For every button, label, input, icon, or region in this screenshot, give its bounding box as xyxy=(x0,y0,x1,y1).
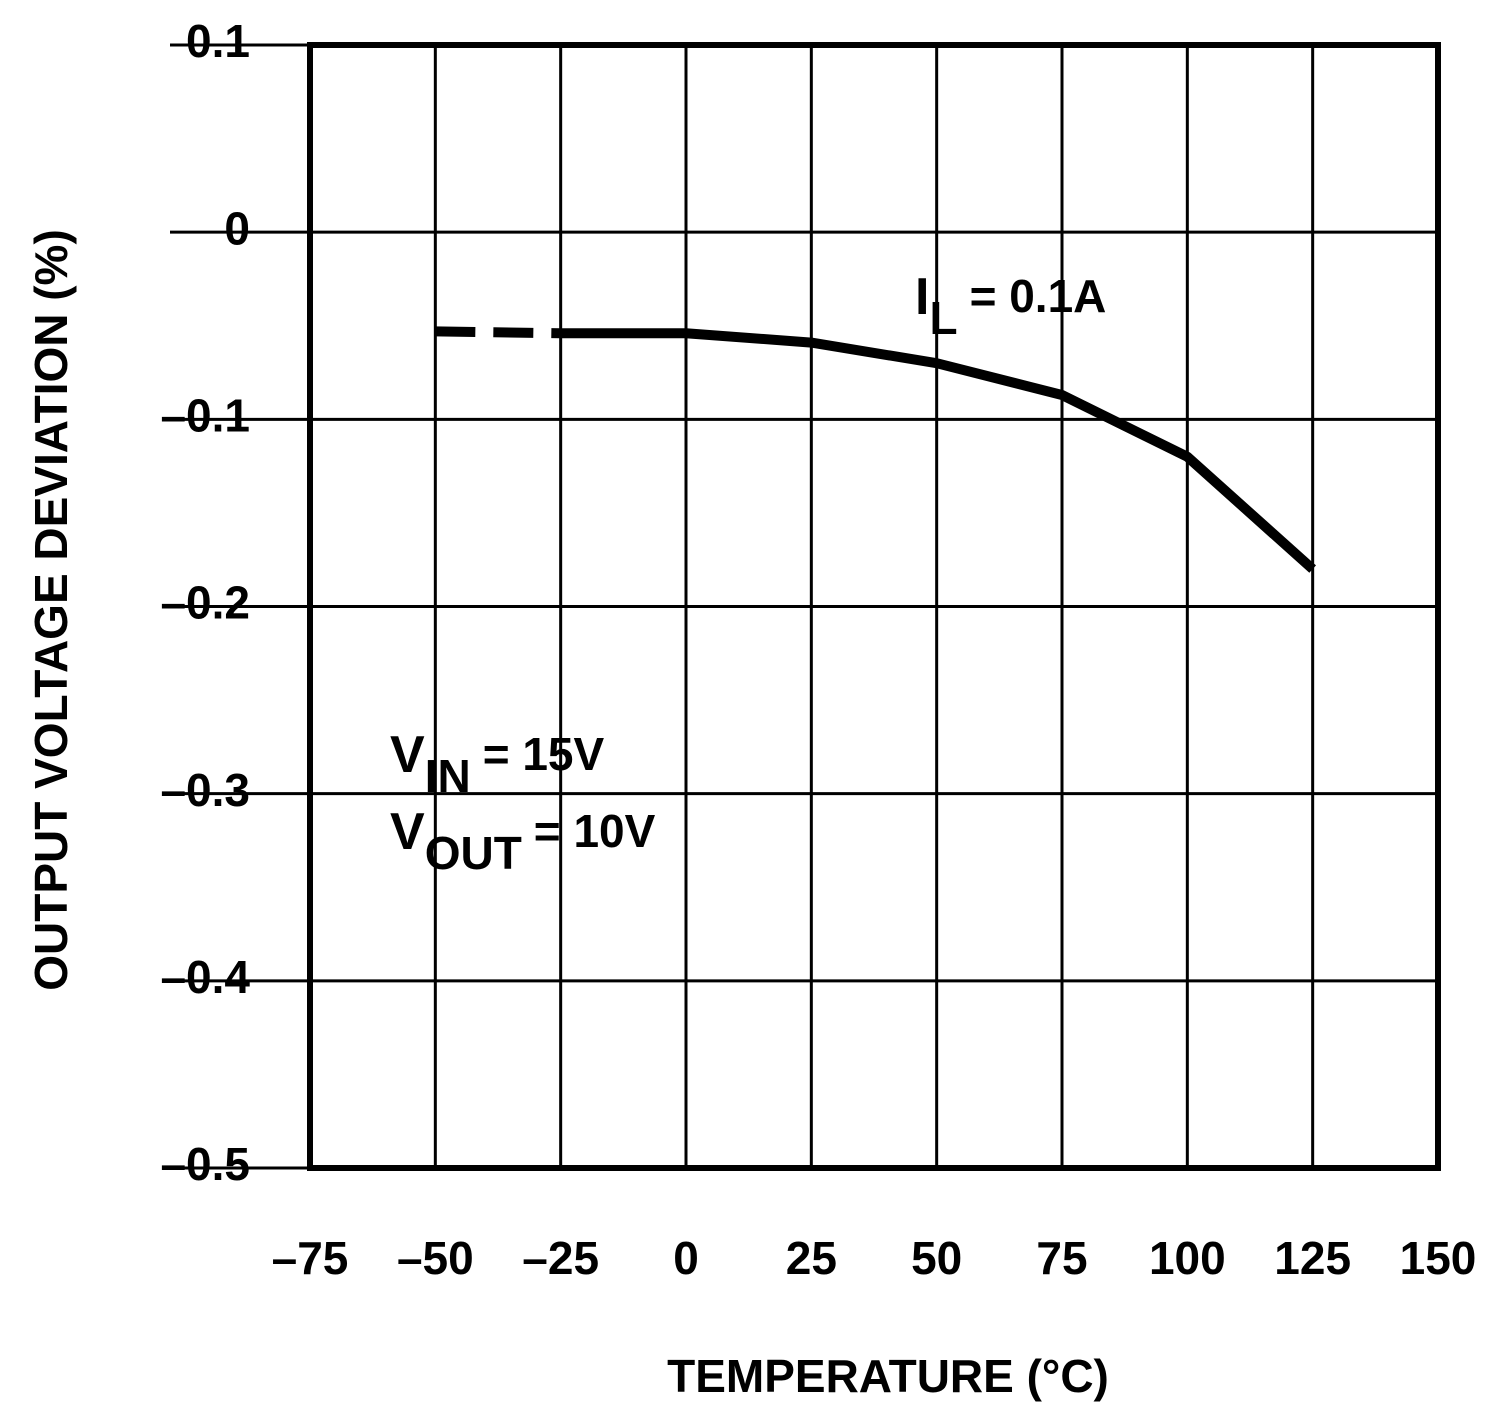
y-tick-label: –0.5 xyxy=(160,1138,250,1190)
annotation-text: = 10V xyxy=(534,805,656,857)
x-tick-label: 25 xyxy=(786,1232,837,1284)
annotation-sub: OUT xyxy=(425,827,522,879)
data-line xyxy=(560,328,1317,573)
x-tick-label: 0 xyxy=(673,1232,699,1284)
x-tick-label: 75 xyxy=(1036,1232,1087,1284)
y-tick-label: –0.1 xyxy=(160,389,250,441)
y-tick-label: 0 xyxy=(224,202,250,254)
x-tick-label: –75 xyxy=(272,1232,349,1284)
x-tick-label: –25 xyxy=(522,1232,599,1284)
x-tick-label: 125 xyxy=(1274,1232,1351,1284)
annotation-main: V xyxy=(390,726,425,784)
x-tick-label: –50 xyxy=(397,1232,474,1284)
annotation-text: = 0.1A xyxy=(970,270,1107,322)
y-tick-label: –0.4 xyxy=(160,951,250,1003)
annotation-text: = 15V xyxy=(483,728,605,780)
annotation-sub: L xyxy=(929,292,957,344)
annotation-main: I xyxy=(915,268,929,326)
annotation: IL = 0.1A xyxy=(915,268,1106,344)
y-tick-label: –0.2 xyxy=(160,577,250,629)
x-axis-label: TEMPERATURE (°C) xyxy=(667,1350,1109,1402)
y-tick-label: 0.1 xyxy=(186,15,250,67)
annotation: VIN = 15V xyxy=(390,726,604,802)
annotation: VOUT = 10V xyxy=(390,803,656,879)
y-axis-label: OUTPUT VOLTAGE DEVIATION (%) xyxy=(25,229,77,991)
x-tick-label: 50 xyxy=(911,1232,962,1284)
x-tick-label: 150 xyxy=(1400,1232,1477,1284)
x-tick-label: 100 xyxy=(1149,1232,1226,1284)
y-tick-label: –0.3 xyxy=(160,764,250,816)
annotation-sub: IN xyxy=(425,750,471,802)
plot-frame xyxy=(307,42,1441,1171)
annotation-main: V xyxy=(390,803,425,861)
data-line xyxy=(435,326,561,339)
